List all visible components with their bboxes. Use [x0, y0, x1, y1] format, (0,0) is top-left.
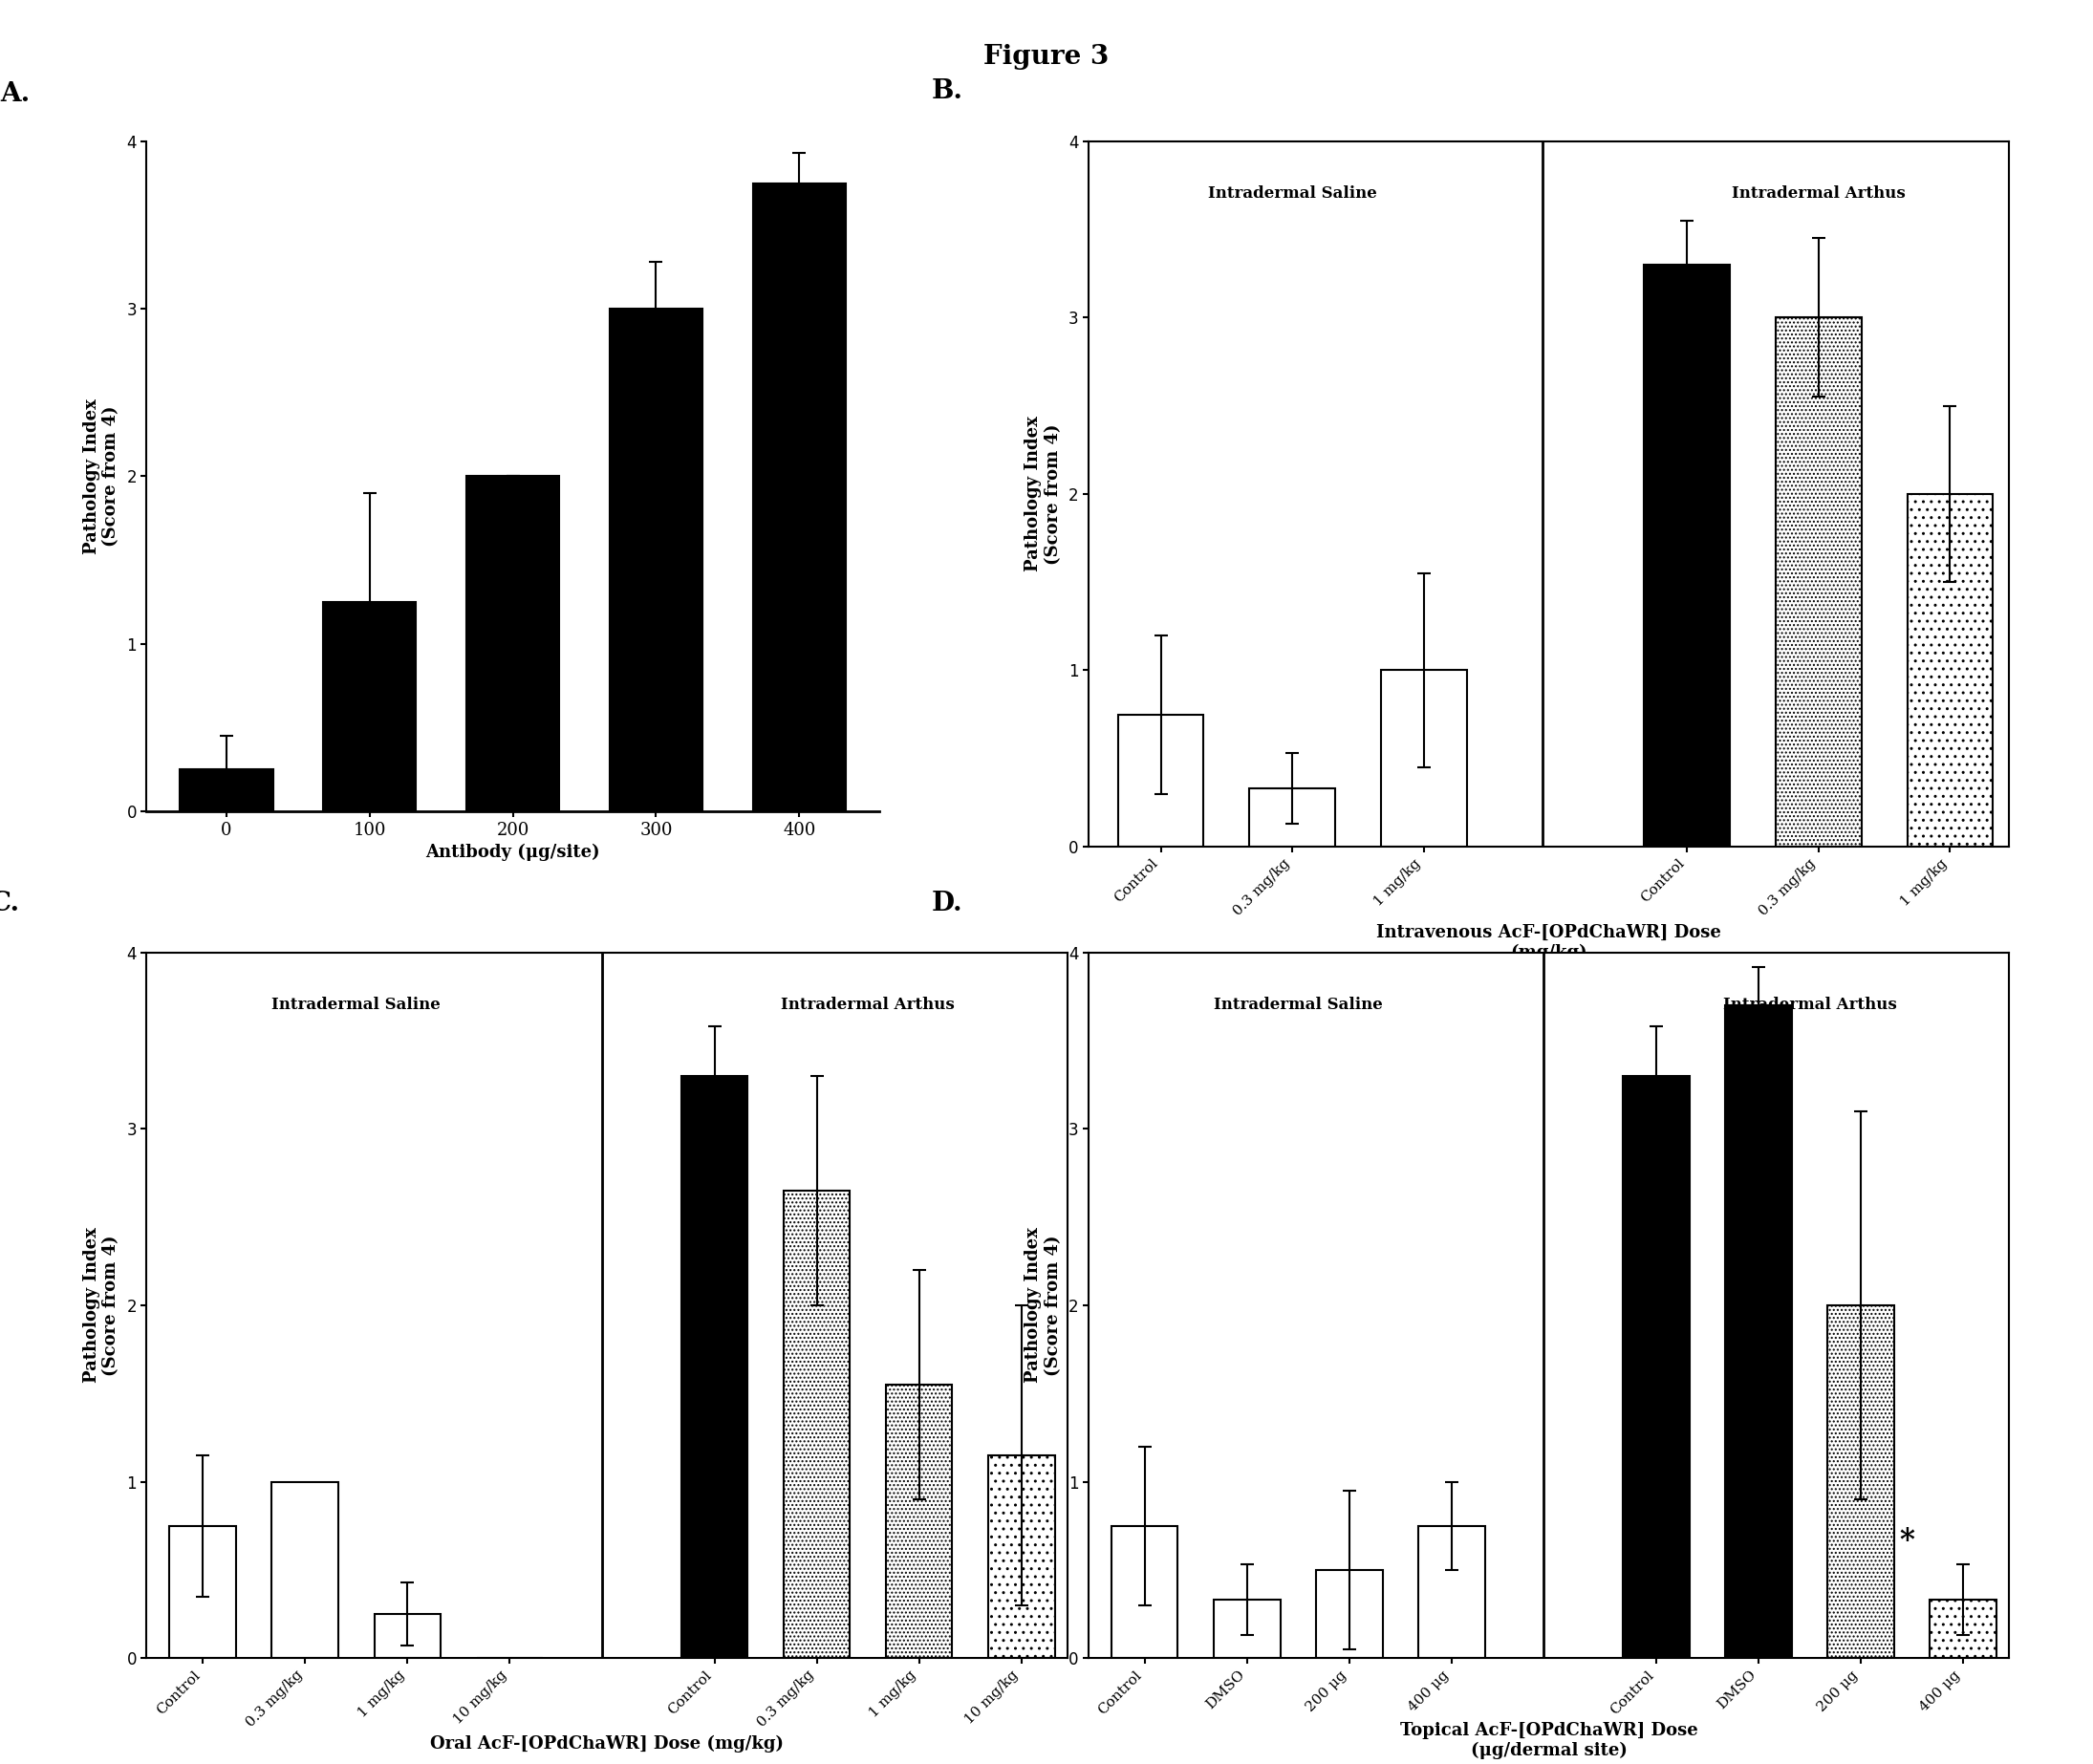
Bar [1381, 670, 1467, 847]
Text: Intradermal Arthus: Intradermal Arthus [781, 997, 954, 1013]
Text: Intradermal Saline: Intradermal Saline [272, 997, 442, 1013]
Bar [609, 309, 703, 811]
Text: D.: D. [931, 891, 963, 916]
Bar [753, 183, 846, 811]
Bar [680, 1076, 747, 1658]
Bar [170, 1526, 237, 1658]
Bar [783, 1191, 850, 1658]
Bar [1214, 1600, 1281, 1658]
X-axis label: Intravenous AcF-[OPdChaWR] Dose
(mg/kg): Intravenous AcF-[OPdChaWR] Dose (mg/kg) [1377, 924, 1720, 961]
Bar [988, 1455, 1055, 1658]
Bar [1118, 714, 1203, 847]
Y-axis label: Pathology Index
(Score from 4): Pathology Index (Score from 4) [1026, 416, 1061, 572]
Bar [1622, 1076, 1689, 1658]
Text: Intradermal Arthus: Intradermal Arthus [1731, 185, 1905, 201]
Text: Figure 3: Figure 3 [984, 44, 1109, 71]
Text: Intradermal Arthus: Intradermal Arthus [1723, 997, 1896, 1013]
Text: Intradermal Saline: Intradermal Saline [1208, 185, 1377, 201]
Text: A.: A. [0, 81, 29, 106]
Bar [1645, 265, 1729, 847]
Text: Intradermal Saline: Intradermal Saline [1214, 997, 1383, 1013]
Bar [1725, 1005, 1792, 1658]
Bar [467, 476, 559, 811]
Bar [1419, 1526, 1484, 1658]
Y-axis label: Pathology Index
(Score from 4): Pathology Index (Score from 4) [84, 1228, 119, 1383]
Bar [375, 1614, 442, 1658]
Y-axis label: Pathology Index
(Score from 4): Pathology Index (Score from 4) [84, 399, 119, 554]
Text: C.: C. [0, 891, 19, 916]
Bar [180, 769, 272, 811]
X-axis label: Antibody (μg/site): Antibody (μg/site) [425, 843, 601, 861]
Bar [1907, 494, 1993, 847]
Bar [885, 1385, 952, 1658]
Bar [272, 1482, 339, 1658]
X-axis label: Oral AcF-[OPdChaWR] Dose (mg/kg): Oral AcF-[OPdChaWR] Dose (mg/kg) [431, 1736, 783, 1752]
Text: B.: B. [931, 79, 963, 104]
Bar [1827, 1305, 1894, 1658]
Bar [1930, 1600, 1997, 1658]
Text: *: * [1898, 1526, 1915, 1556]
Bar [1316, 1570, 1383, 1658]
Bar [1775, 318, 1861, 847]
Bar [1250, 789, 1335, 847]
Bar [1111, 1526, 1178, 1658]
Bar [322, 602, 417, 811]
Y-axis label: Pathology Index
(Score from 4): Pathology Index (Score from 4) [1026, 1228, 1061, 1383]
X-axis label: Topical AcF-[OPdChaWR] Dose
(μg/dermal site): Topical AcF-[OPdChaWR] Dose (μg/dermal s… [1400, 1722, 1697, 1759]
